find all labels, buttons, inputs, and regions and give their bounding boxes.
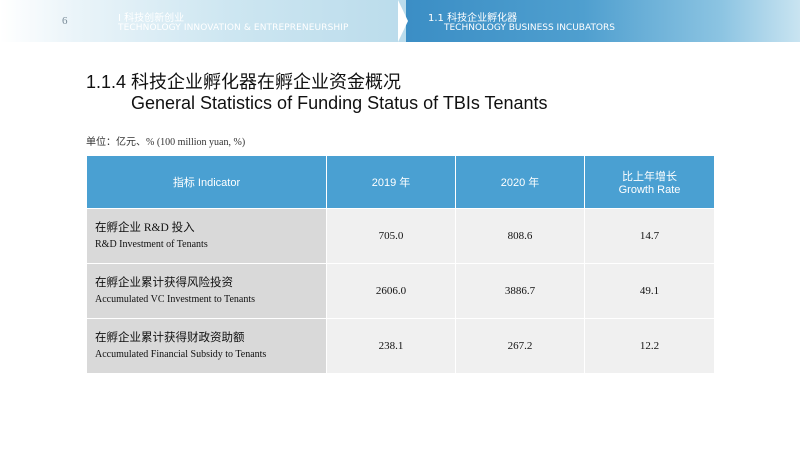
indicator-en: Accumulated Financial Subsidy to Tenants xyxy=(95,349,267,360)
value-2019: 238.1 xyxy=(327,319,455,373)
value-2020: 267.2 xyxy=(456,319,584,373)
value-2020: 3886.7 xyxy=(456,264,584,318)
indicator-zh: 在孵企业累计获得风险投资 xyxy=(95,277,233,289)
indicator-en: R&D Investment of Tenants xyxy=(95,239,208,250)
indicator-cell: 在孵企业累计获得财政资助额 Accumulated Financial Subs… xyxy=(87,319,326,373)
section2-title: 1.1 科技企业孵化器 xyxy=(428,13,518,24)
value-growth: 12.2 xyxy=(585,319,714,373)
table-row: 在孵企业累计获得风险投资 Accumulated VC Investment t… xyxy=(87,264,714,318)
header-2019: 2019 年 xyxy=(327,156,455,208)
section1-title: I 科技创新创业 xyxy=(118,13,185,24)
header-growth: 比上年增长 Growth Rate xyxy=(585,156,714,208)
page-title-zh: 1.1.4 科技企业孵化器在孵企业资金概况 xyxy=(86,72,402,92)
indicator-zh: 在孵企业累计获得财政资助额 xyxy=(95,332,245,344)
funding-stats-table: 指标 Indicator 2019 年 2020 年 比上年增长 Growth … xyxy=(86,155,715,374)
section1-subtitle: TECHNOLOGY INNOVATION & ENTREPRENEURSHIP xyxy=(118,23,349,33)
value-2019: 705.0 xyxy=(327,209,455,263)
indicator-en: Accumulated VC Investment to Tenants xyxy=(95,294,256,305)
page-title-en: General Statistics of Funding Status of … xyxy=(131,93,548,113)
header-growth-en: Growth Rate xyxy=(618,184,681,196)
header-indicator: 指标 Indicator xyxy=(87,156,326,208)
table-row: 在孵企业 R&D 投入 R&D Investment of Tenants 70… xyxy=(87,209,714,263)
table-header-row: 指标 Indicator 2019 年 2020 年 比上年增长 Growth … xyxy=(87,156,714,208)
value-2019: 2606.0 xyxy=(327,264,455,318)
value-growth: 14.7 xyxy=(585,209,714,263)
page-header: 6 I 科技创新创业 TECHNOLOGY INNOVATION & ENTRE… xyxy=(0,0,800,42)
section2-subtitle: TECHNOLOGY BUSINESS INCUBATORS xyxy=(444,23,615,33)
value-growth: 49.1 xyxy=(585,264,714,318)
value-2020: 808.6 xyxy=(456,209,584,263)
indicator-zh: 在孵企业 R&D 投入 xyxy=(95,222,195,234)
indicator-cell: 在孵企业 R&D 投入 R&D Investment of Tenants xyxy=(87,209,326,263)
header-growth-zh: 比上年增长 xyxy=(622,171,677,183)
header-2020: 2020 年 xyxy=(456,156,584,208)
header-band-right xyxy=(406,0,800,42)
page-number: 6 xyxy=(62,15,68,27)
header-band-left xyxy=(0,0,420,42)
header-divider-arrow xyxy=(398,0,408,42)
table-row: 在孵企业累计获得财政资助额 Accumulated Financial Subs… xyxy=(87,319,714,373)
indicator-cell: 在孵企业累计获得风险投资 Accumulated VC Investment t… xyxy=(87,264,326,318)
unit-note: 单位：亿元、% (100 million yuan, %) xyxy=(86,137,246,148)
